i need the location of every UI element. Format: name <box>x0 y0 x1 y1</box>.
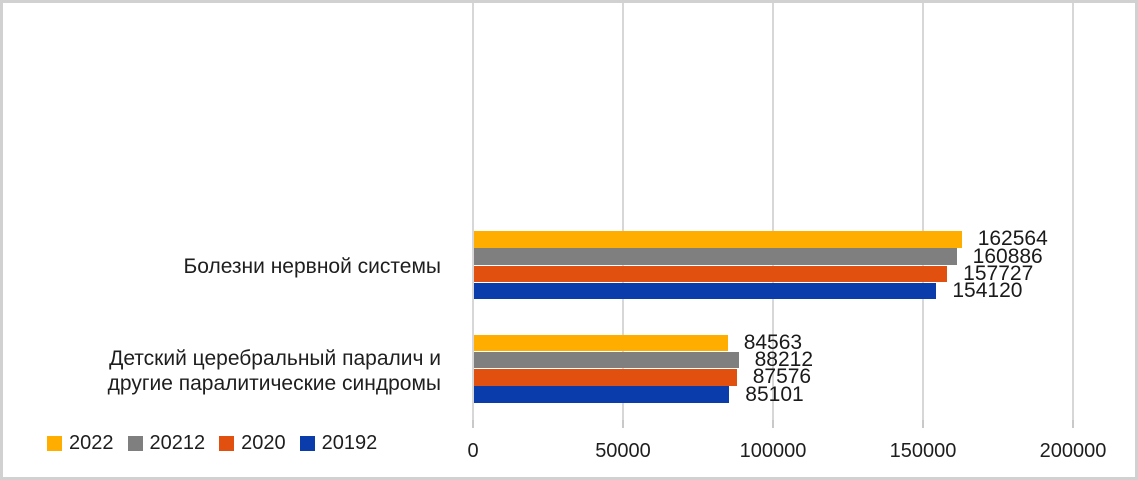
legend-label: 2022 <box>69 431 114 454</box>
gridline-150000 <box>922 3 924 420</box>
x-axis-tick-label: 150000 <box>889 440 957 462</box>
bar-2020-category1 <box>474 369 737 386</box>
legend-item-20192: 20192 <box>299 431 378 454</box>
data-label-2020-category1: 87576 <box>752 365 812 389</box>
data-label-2020-category0: 157727 <box>963 261 1034 285</box>
legend-label: 2020 <box>241 431 286 454</box>
legend: 2022 20212 2020 20192 <box>47 432 377 454</box>
axis-tick-100000 <box>772 420 774 428</box>
legend-swatch-icon <box>47 435 62 451</box>
data-label-20192-category0: 154120 <box>952 279 1023 302</box>
legend-item-20212: 20212 <box>127 431 206 454</box>
bar-20192-category0 <box>474 282 937 300</box>
gridline-0 <box>472 3 474 420</box>
category-label-line: Детский церебральный паралич и <box>109 347 441 370</box>
x-axis-tick-label: 200000 <box>1039 440 1107 462</box>
bar-2022-category0 <box>474 231 962 248</box>
data-label-20212-category0: 160886 <box>972 244 1043 268</box>
axis-tick-200000 <box>1072 420 1074 428</box>
bar-20212-category0 <box>474 248 957 265</box>
bar-2022-category1 <box>474 334 728 351</box>
gridline-100000 <box>772 3 774 420</box>
legend-swatch-icon <box>127 435 143 451</box>
bar-2020-category0 <box>474 265 948 282</box>
axis-tick-50000 <box>622 420 624 428</box>
legend-item-2020: 2020 <box>219 432 286 454</box>
bar-20192-category1 <box>474 386 730 403</box>
bar-20212-category1 <box>474 351 739 369</box>
legend-label: 20212 <box>149 431 206 454</box>
category-label-0: Болезни нервной системы <box>183 254 441 279</box>
x-axis-tick-label: 50000 <box>595 440 651 462</box>
data-label-20212-category1: 88212 <box>754 348 814 371</box>
gridline-200000 <box>1072 3 1074 420</box>
data-label-2022-category0: 162564 <box>977 227 1048 251</box>
data-label-20192-category1: 85101 <box>745 382 804 406</box>
category-label-line: другие паралитические синдромы <box>107 372 441 395</box>
legend-swatch-icon <box>219 435 235 451</box>
axis-tick-150000 <box>922 420 924 428</box>
category-label-1: Детский церебральный паралич и другие пар… <box>108 346 441 396</box>
axis-tick-0 <box>472 420 474 428</box>
category-label-line: Болезни нервной системы <box>183 254 441 278</box>
legend-swatch-icon <box>299 435 315 451</box>
gridline-50000 <box>622 3 624 420</box>
legend-label: 20192 <box>321 431 378 454</box>
legend-item-2022: 2022 <box>47 432 114 454</box>
x-axis-tick-label: 0 <box>467 440 479 462</box>
data-label-2022-category1: 84563 <box>743 330 803 354</box>
x-axis-tick-label: 100000 <box>739 440 807 462</box>
